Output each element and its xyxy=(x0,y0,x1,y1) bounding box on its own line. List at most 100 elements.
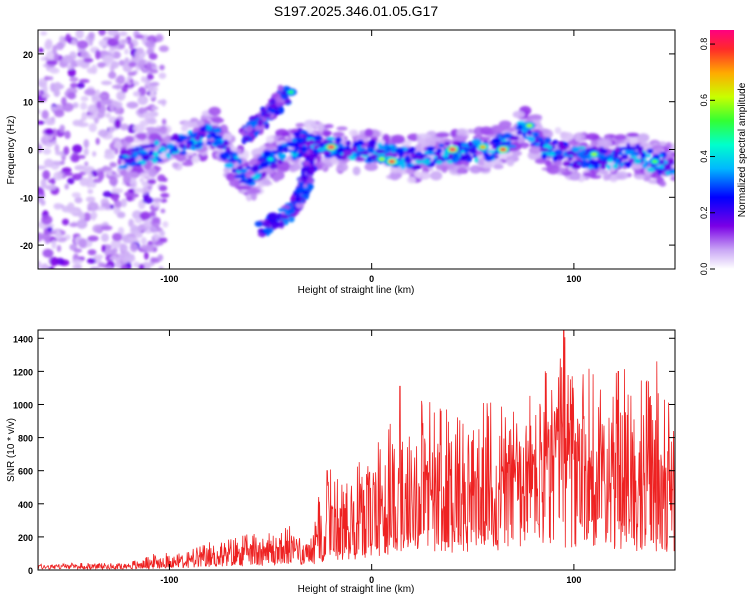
spectrogram-cell xyxy=(71,259,83,265)
spectrogram-cell xyxy=(634,174,646,180)
spectrogram-cell xyxy=(364,128,374,137)
spectrogram-cell xyxy=(123,255,136,263)
spectrogram-cell xyxy=(468,148,477,154)
spectrogram-cell xyxy=(261,171,267,178)
spectrogram-cell xyxy=(630,137,639,144)
spectrogram-cell xyxy=(101,166,113,171)
spectrogram-cell xyxy=(614,134,627,141)
spectrogram-cell xyxy=(197,119,205,126)
spectrogram-cell xyxy=(105,112,111,119)
spectrogram-cell xyxy=(151,151,160,157)
spectrogram-cell xyxy=(41,109,49,120)
spectrogram-cell xyxy=(534,158,548,164)
spectrogram-cell xyxy=(672,170,675,175)
spectrogram-cell xyxy=(558,167,566,173)
spectrogram-cell xyxy=(54,144,60,153)
spectrogram-cell xyxy=(395,147,405,155)
spectrogram-cell xyxy=(166,154,171,159)
spectrogram-cell xyxy=(40,31,48,36)
spectrogram-cell xyxy=(102,190,112,198)
spectrogram-cell xyxy=(98,93,109,99)
spectrogram-cell xyxy=(94,254,104,259)
spectrogram-cell xyxy=(614,158,620,165)
spectrogram-cell xyxy=(43,75,51,81)
spectrogram-cell xyxy=(664,170,671,176)
x-tick-label: 100 xyxy=(566,274,581,284)
spectrogram-cell xyxy=(552,154,558,162)
spectrogram-cell xyxy=(106,265,113,269)
spectrogram-cell xyxy=(295,186,304,195)
spectrogram-cell xyxy=(237,158,243,165)
spectrogram-cell xyxy=(422,158,431,166)
spectrogram-cell xyxy=(665,141,673,150)
spectrogram-cell xyxy=(336,154,343,160)
spectrogram-cell xyxy=(389,159,395,164)
spectrogram-cell xyxy=(405,155,410,161)
x-tick-label: 0 xyxy=(369,274,374,284)
spectrogram-cell xyxy=(577,146,586,150)
spectrogram-cell xyxy=(70,82,78,89)
spectrogram-cell xyxy=(337,143,344,149)
spectrogram-cell xyxy=(63,146,70,156)
spectrogram-cell xyxy=(124,57,130,65)
spectrogram-cell xyxy=(47,226,53,233)
spectrogram-cell xyxy=(541,154,547,159)
spectrogram-cell xyxy=(80,95,89,102)
spectrogram-cell xyxy=(160,208,166,214)
spectrogram-cell xyxy=(570,171,579,180)
spectrogram-cell xyxy=(229,179,241,188)
spectrogram-cell xyxy=(537,137,544,141)
spectrogram-cell xyxy=(430,170,443,181)
spectrogram-cell xyxy=(77,122,89,128)
spectrogram-cell xyxy=(390,146,396,154)
spectrogram-cell xyxy=(38,109,41,114)
spectrogram-cell xyxy=(180,125,189,132)
spectrogram-cell xyxy=(336,162,349,172)
spectrogram-cell xyxy=(522,132,527,138)
spectrogram-cell xyxy=(506,144,517,149)
spectrogram-cell xyxy=(245,165,252,170)
spectrogram-cell xyxy=(148,111,159,118)
spectrogram-cell xyxy=(302,160,310,165)
spectrogram-cell xyxy=(295,201,305,209)
spectrogram-cell xyxy=(480,145,486,149)
spectrogram-cell xyxy=(632,164,643,170)
spectrogram-cell xyxy=(352,166,361,176)
spectrogram-cell xyxy=(206,124,213,131)
spectrogram-cell xyxy=(332,131,345,137)
spectrogram-cell xyxy=(443,152,448,159)
spectrogram-cell xyxy=(500,141,511,145)
spectrogram-cell xyxy=(461,154,467,161)
spectrogram-cell xyxy=(300,166,309,173)
spectrogram-cell xyxy=(80,50,90,59)
spectrogram-cell xyxy=(76,219,88,229)
spectrogram-cell xyxy=(602,172,610,181)
spectrogram-cell xyxy=(56,244,62,253)
spectrogram-cell xyxy=(134,232,143,238)
spectrogram-cell xyxy=(355,156,365,162)
spectrogram-x-axis-label: Height of straight line (km) xyxy=(298,285,415,296)
spectrogram-cell xyxy=(284,99,292,104)
spectrogram-cell xyxy=(70,154,80,163)
spectrogram-cell xyxy=(72,263,83,269)
spectrogram-cell xyxy=(240,168,248,174)
spectrogram-cell xyxy=(123,164,128,168)
spectrogram-cell xyxy=(319,143,325,148)
spectrogram-cell xyxy=(552,139,559,145)
spectrogram-cell xyxy=(265,144,277,150)
spectrogram-cell xyxy=(61,167,72,173)
spectrogram-cell xyxy=(457,166,467,174)
spectrogram-cell xyxy=(588,159,596,165)
spectrogram-y-axis-label: Frequency (Hz) xyxy=(6,116,17,185)
spectrogram-cell xyxy=(512,110,525,119)
spectrogram-cell xyxy=(110,61,120,69)
spectrogram-cell xyxy=(269,107,275,114)
spectrogram-cell xyxy=(72,144,83,154)
spectrogram-cell xyxy=(43,158,54,168)
spectrogram-cell xyxy=(75,30,85,39)
colorbar-tick-label: 0.6 xyxy=(699,94,709,107)
spectrogram-cell xyxy=(103,152,116,160)
spectrogram-cell xyxy=(124,135,135,143)
spectrogram-cell xyxy=(406,176,417,184)
snr-y-axis-label: SNR (10 * v/v) xyxy=(6,418,17,482)
